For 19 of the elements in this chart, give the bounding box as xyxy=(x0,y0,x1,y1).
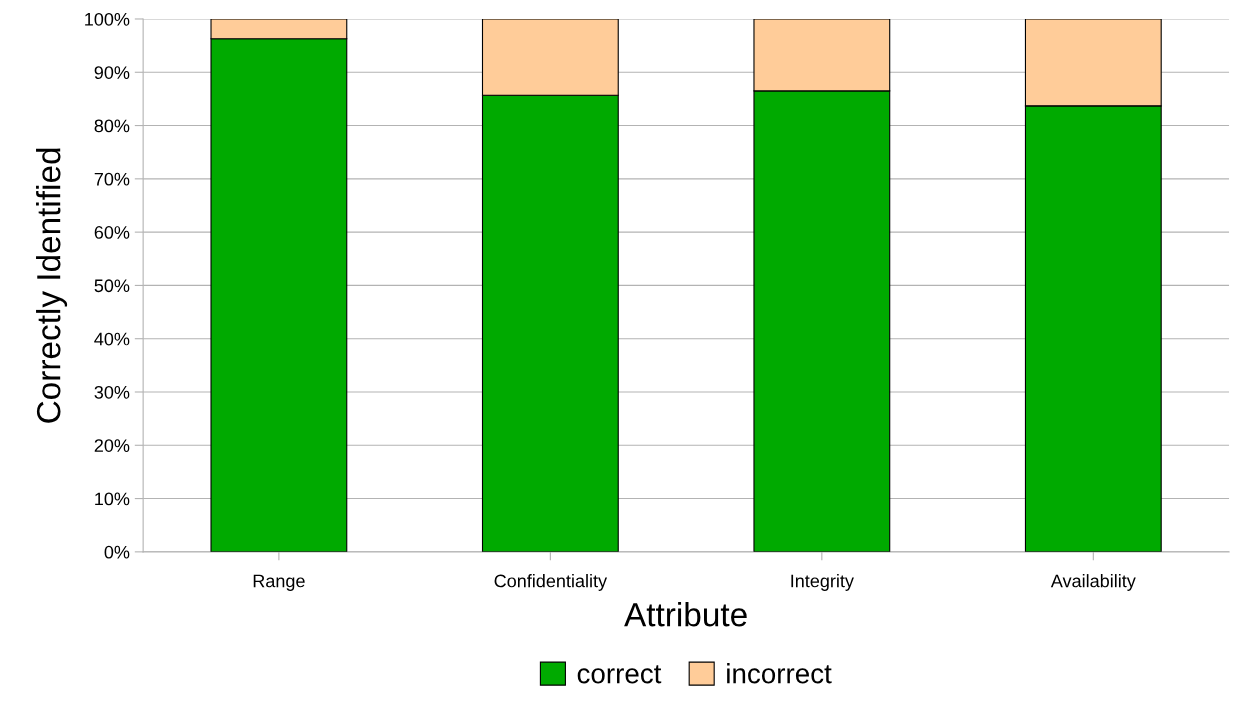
x-axis-title: Attribute xyxy=(624,602,747,627)
y-tick-label: 0% xyxy=(104,545,130,559)
y-tick-label: 80% xyxy=(94,119,130,133)
x-tick-label: Confidentiality xyxy=(494,574,608,591)
y-tick-label: 100% xyxy=(85,12,130,26)
y-tick-label: 10% xyxy=(95,492,130,506)
y-tick-label: 30% xyxy=(94,385,130,399)
x-tick-label: Availability xyxy=(1050,574,1136,591)
x-tick-label: Integrity xyxy=(791,574,854,591)
x-tick-label: Range xyxy=(253,574,305,591)
y-tick-label: 60% xyxy=(94,226,130,239)
y-tick-label: 70% xyxy=(94,172,130,186)
y-tick-label: 20% xyxy=(94,439,130,452)
y-tick-label: 90% xyxy=(94,66,130,79)
legend-label: correct xyxy=(577,665,662,684)
y-axis-title: Correctly Identified xyxy=(36,148,68,423)
y-tick-label: 40% xyxy=(94,332,130,346)
y-tick-label: 50% xyxy=(94,279,130,293)
legend-label: incorrect xyxy=(727,663,832,684)
